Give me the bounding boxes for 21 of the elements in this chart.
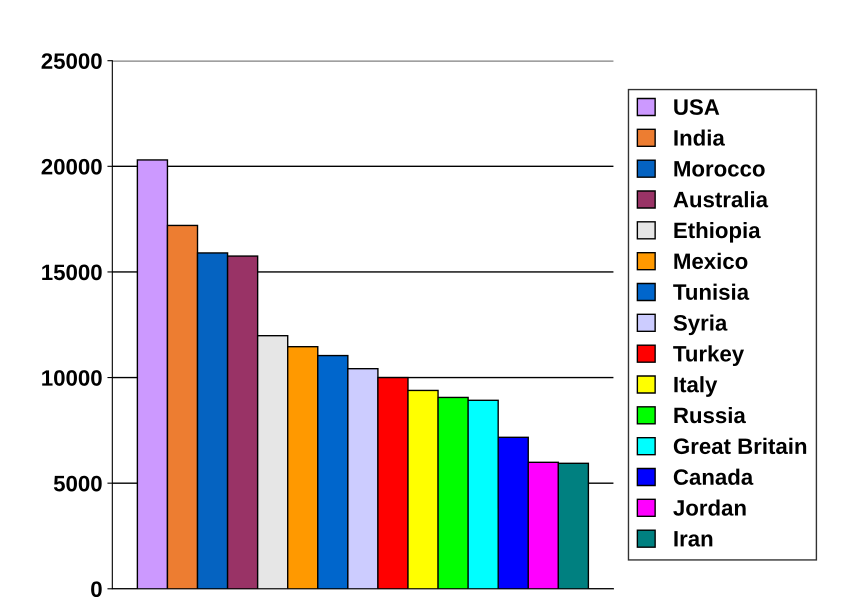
legend-label: Ethiopia	[674, 222, 761, 243]
legend-label: India	[674, 129, 725, 146]
legend-label: Tunisia	[673, 284, 750, 300]
legend-label: Canada	[674, 468, 754, 485]
y-tick-label: 25000	[42, 53, 102, 69]
legend-label: Syria	[674, 314, 728, 336]
legend-label: Jordan	[673, 499, 746, 516]
y-tick-label: 20000	[42, 158, 102, 175]
legend-label: Australia	[673, 191, 768, 208]
legend-label: Morocco	[674, 161, 765, 177]
y-tick-label: 0	[91, 581, 102, 598]
legend-label: Great Britain	[674, 438, 806, 454]
legend-label: USA	[674, 99, 720, 115]
y-tick-label: 15000	[42, 264, 102, 280]
y-tick-label: 5000	[54, 476, 102, 492]
legend-label: Turkey	[673, 345, 744, 366]
legend-label: Italy	[674, 376, 718, 397]
legend-label: Mexico	[674, 252, 748, 270]
legend-label: Russia	[674, 406, 746, 424]
legend-label: Iran	[674, 531, 712, 547]
y-tick-label: 10000	[42, 370, 102, 386]
